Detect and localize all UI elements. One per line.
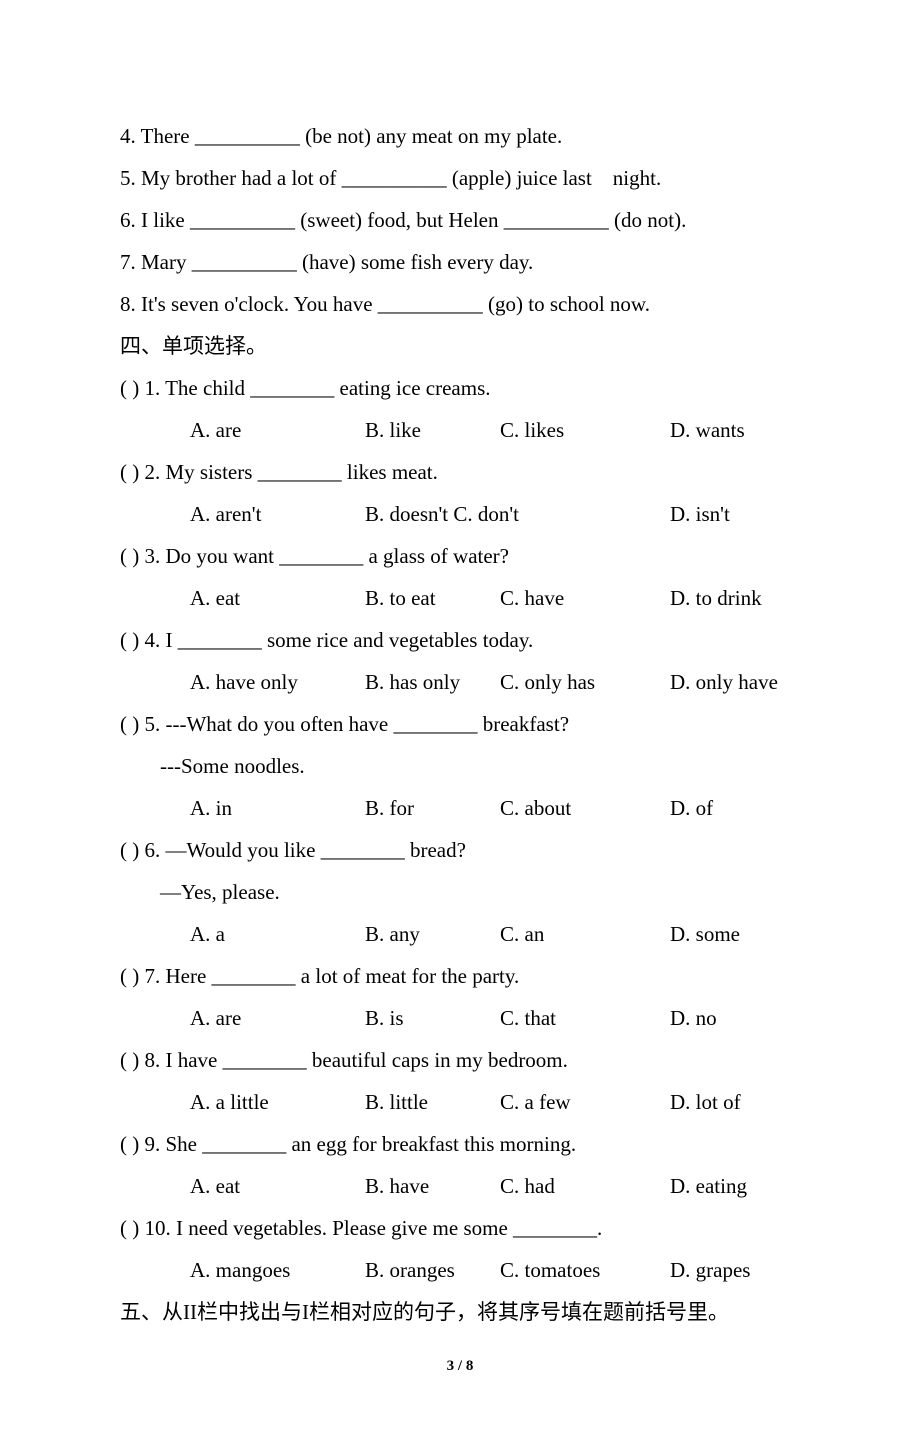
mc-q2-options: A. aren't B. doesn't C. don't D. isn't	[120, 493, 800, 535]
mc-q5-stem: ( ) 5. ---What do you often have _______…	[120, 703, 800, 745]
fill-blank-8: 8. It's seven o'clock. You have ________…	[120, 283, 800, 325]
mc-q8-option-d: D. lot of	[670, 1081, 800, 1123]
mc-question-2: ( ) 2. My sisters ________ likes meat. A…	[120, 451, 800, 535]
mc-q7-option-b: B. is	[365, 997, 500, 1039]
mc-q4-option-d: D. only have	[670, 661, 800, 703]
mc-q9-option-a: A. eat	[190, 1165, 365, 1207]
mc-q5-option-a: A. in	[190, 787, 365, 829]
mc-q5-sub: ---Some noodles.	[120, 745, 800, 787]
mc-q1-option-b: B. like	[365, 409, 500, 451]
mc-q9-stem: ( ) 9. She ________ an egg for breakfast…	[120, 1123, 800, 1165]
mc-q1-option-a: A. are	[190, 409, 365, 451]
mc-q8-option-b: B. little	[365, 1081, 500, 1123]
mc-q5-option-b: B. for	[365, 787, 500, 829]
page-footer: 3 / 8	[120, 1351, 800, 1381]
mc-q10-option-d: D. grapes	[670, 1249, 800, 1291]
mc-q6-option-c: C. an	[500, 913, 670, 955]
mc-q7-stem: ( ) 7. Here ________ a lot of meat for t…	[120, 955, 800, 997]
mc-q10-option-a: A. mangoes	[190, 1249, 365, 1291]
mc-q8-option-c: C. a few	[500, 1081, 670, 1123]
mc-q6-sub: —Yes, please.	[120, 871, 800, 913]
mc-q2-stem: ( ) 2. My sisters ________ likes meat.	[120, 451, 800, 493]
mc-q6-stem: ( ) 6. —Would you like ________ bread?	[120, 829, 800, 871]
mc-q7-options: A. are B. is C. that D. no	[120, 997, 800, 1039]
mc-q10-option-b: B. oranges	[365, 1249, 500, 1291]
mc-q7-option-a: A. are	[190, 997, 365, 1039]
mc-q1-stem: ( ) 1. The child ________ eating ice cre…	[120, 367, 800, 409]
mc-question-8: ( ) 8. I have ________ beautiful caps in…	[120, 1039, 800, 1123]
mc-question-10: ( ) 10. I need vegetables. Please give m…	[120, 1207, 800, 1291]
fill-blank-6: 6. I like __________ (sweet) food, but H…	[120, 199, 800, 241]
mc-q9-option-d: D. eating	[670, 1165, 800, 1207]
mc-q8-stem: ( ) 8. I have ________ beautiful caps in…	[120, 1039, 800, 1081]
mc-q3-option-c: C. have	[500, 577, 670, 619]
mc-q9-option-b: B. have	[365, 1165, 500, 1207]
mc-q6-option-a: A. a	[190, 913, 365, 955]
mc-q2-option-bc: B. doesn't C. don't	[365, 493, 670, 535]
mc-q3-option-b: B. to eat	[365, 577, 500, 619]
mc-q3-option-a: A. eat	[190, 577, 365, 619]
section-5-title: 五、从II栏中找出与I栏相对应的句子，将其序号填在题前括号里。	[120, 1291, 800, 1333]
mc-question-3: ( ) 3. Do you want ________ a glass of w…	[120, 535, 800, 619]
mc-q1-option-d: D. wants	[670, 409, 800, 451]
mc-q6-option-d: D. some	[670, 913, 800, 955]
mc-question-6: ( ) 6. —Would you like ________ bread? —…	[120, 829, 800, 955]
mc-q5-option-d: D. of	[670, 787, 800, 829]
mc-question-7: ( ) 7. Here ________ a lot of meat for t…	[120, 955, 800, 1039]
document-page: 4. There __________ (be not) any meat on…	[0, 0, 920, 1431]
mc-q10-options: A. mangoes B. oranges C. tomatoes D. gra…	[120, 1249, 800, 1291]
mc-q5-options: A. in B. for C. about D. of	[120, 787, 800, 829]
mc-q6-option-b: B. any	[365, 913, 500, 955]
mc-q3-options: A. eat B. to eat C. have D. to drink	[120, 577, 800, 619]
mc-q8-option-a: A. a little	[190, 1081, 365, 1123]
mc-q10-option-c: C. tomatoes	[500, 1249, 670, 1291]
mc-question-4: ( ) 4. I ________ some rice and vegetabl…	[120, 619, 800, 703]
mc-q4-stem: ( ) 4. I ________ some rice and vegetabl…	[120, 619, 800, 661]
mc-q9-options: A. eat B. have C. had D. eating	[120, 1165, 800, 1207]
mc-q8-options: A. a little B. little C. a few D. lot of	[120, 1081, 800, 1123]
mc-q3-option-d: D. to drink	[670, 577, 800, 619]
mc-q10-stem: ( ) 10. I need vegetables. Please give m…	[120, 1207, 800, 1249]
mc-q4-option-c: C. only has	[500, 661, 670, 703]
mc-q3-stem: ( ) 3. Do you want ________ a glass of w…	[120, 535, 800, 577]
mc-q4-option-b: B. has only	[365, 661, 500, 703]
mc-q4-options: A. have only B. has only C. only has D. …	[120, 661, 800, 703]
fill-blank-5: 5. My brother had a lot of __________ (a…	[120, 157, 800, 199]
mc-q7-option-c: C. that	[500, 997, 670, 1039]
mc-q1-option-c: C. likes	[500, 409, 670, 451]
mc-question-1: ( ) 1. The child ________ eating ice cre…	[120, 367, 800, 451]
mc-question-9: ( ) 9. She ________ an egg for breakfast…	[120, 1123, 800, 1207]
mc-q6-options: A. a B. any C. an D. some	[120, 913, 800, 955]
mc-q9-option-c: C. had	[500, 1165, 670, 1207]
fill-blank-7: 7. Mary __________ (have) some fish ever…	[120, 241, 800, 283]
mc-q2-option-a: A. aren't	[190, 493, 365, 535]
section-4-title: 四、单项选择。	[120, 325, 800, 367]
mc-q4-option-a: A. have only	[190, 661, 365, 703]
mc-q1-options: A. are B. like C. likes D. wants	[120, 409, 800, 451]
mc-question-5: ( ) 5. ---What do you often have _______…	[120, 703, 800, 829]
mc-q5-option-c: C. about	[500, 787, 670, 829]
mc-q2-option-d: D. isn't	[670, 493, 800, 535]
mc-q7-option-d: D. no	[670, 997, 800, 1039]
fill-blank-4: 4. There __________ (be not) any meat on…	[120, 115, 800, 157]
